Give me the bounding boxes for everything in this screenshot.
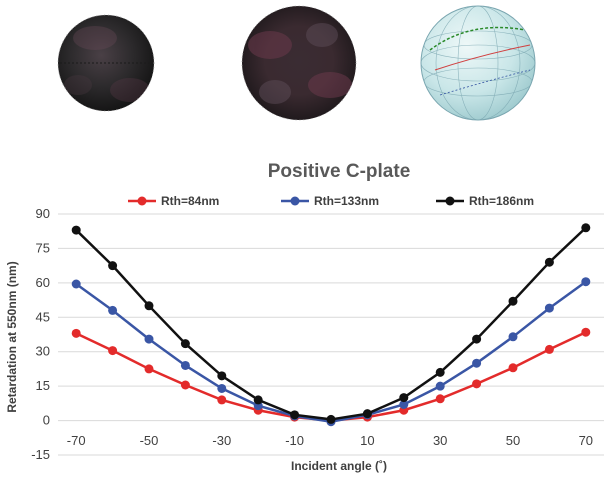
data-point <box>472 334 482 344</box>
data-point <box>435 381 445 391</box>
data-point <box>180 380 190 390</box>
data-point <box>144 301 154 311</box>
y-tick-label: 90 <box>36 206 50 221</box>
data-point <box>253 395 263 405</box>
data-point <box>217 371 227 381</box>
data-point <box>71 328 81 338</box>
x-tick-label: 70 <box>579 433 593 448</box>
y-tick-label: 30 <box>36 344 50 359</box>
y-tick-label: 75 <box>36 240 50 255</box>
data-point <box>180 360 190 370</box>
y-tick-labels: 90 75 60 45 30 15 0 -15 <box>31 206 50 462</box>
data-point <box>108 305 118 315</box>
poincare-sphere-image <box>420 5 536 121</box>
y-tick-label: 0 <box>43 413 50 428</box>
data-point <box>217 383 227 393</box>
data-point <box>71 279 81 289</box>
data-point <box>435 367 445 377</box>
data-point <box>544 303 554 313</box>
data-point <box>435 394 445 404</box>
data-point <box>326 414 336 424</box>
data-point <box>508 296 518 306</box>
data-point <box>508 332 518 342</box>
x-tick-label: -30 <box>212 433 231 448</box>
x-tick-label: 30 <box>433 433 447 448</box>
legend-swatch-marker <box>290 196 300 206</box>
conoscope-image-2 <box>241 5 357 121</box>
legend-swatch-marker <box>445 196 455 206</box>
x-tick-label: 50 <box>506 433 520 448</box>
data-point <box>544 257 554 267</box>
data-point <box>180 339 190 349</box>
legend-item-2: Rth=133nm <box>281 194 379 208</box>
data-point <box>108 346 118 356</box>
data-point <box>399 393 409 403</box>
grid-lines <box>58 213 604 456</box>
x-tick-label: -10 <box>285 433 304 448</box>
data-point <box>544 344 554 354</box>
series-3 <box>71 223 591 424</box>
x-tick-label: -50 <box>140 433 159 448</box>
data-point <box>581 277 591 287</box>
legend-label: Rth=133nm <box>314 194 379 208</box>
data-point <box>472 379 482 389</box>
legend: Rth=84nm Rth=133nm Rth=186nm <box>128 194 534 208</box>
data-point <box>144 334 154 344</box>
x-tick-label: 10 <box>360 433 374 448</box>
data-point <box>581 223 591 233</box>
data-point <box>362 409 372 419</box>
legend-item-1: Rth=84nm <box>128 194 219 208</box>
data-point <box>581 327 591 337</box>
data-point <box>508 363 518 373</box>
data-point <box>472 358 482 368</box>
series-line <box>75 226 587 421</box>
legend-label: Rth=84nm <box>161 194 219 208</box>
chart-title: Positive C-plate <box>268 161 411 182</box>
y-tick-label: 60 <box>36 275 50 290</box>
x-axis-label: Incident angle (˚) <box>291 459 387 473</box>
y-axis-label: Retardation at 550nm (nm) <box>5 261 19 412</box>
x-tick-labels: -70 -50 -30 -10 10 30 50 70 <box>67 433 593 448</box>
data-point <box>108 261 118 271</box>
conoscope-image-1 <box>57 14 155 112</box>
y-tick-label: -15 <box>31 447 50 462</box>
legend-item-3: Rth=186nm <box>436 194 534 208</box>
data-point <box>71 225 81 235</box>
y-tick-label: 45 <box>36 309 50 324</box>
series-line <box>75 331 587 422</box>
y-tick-label: 15 <box>36 378 50 393</box>
x-tick-label: -70 <box>67 433 86 448</box>
series-group <box>71 223 591 427</box>
data-point <box>399 400 409 410</box>
legend-label: Rth=186nm <box>469 194 534 208</box>
data-point <box>290 410 300 420</box>
data-point <box>217 395 227 405</box>
data-point <box>144 364 154 374</box>
legend-swatch-marker <box>137 196 147 206</box>
